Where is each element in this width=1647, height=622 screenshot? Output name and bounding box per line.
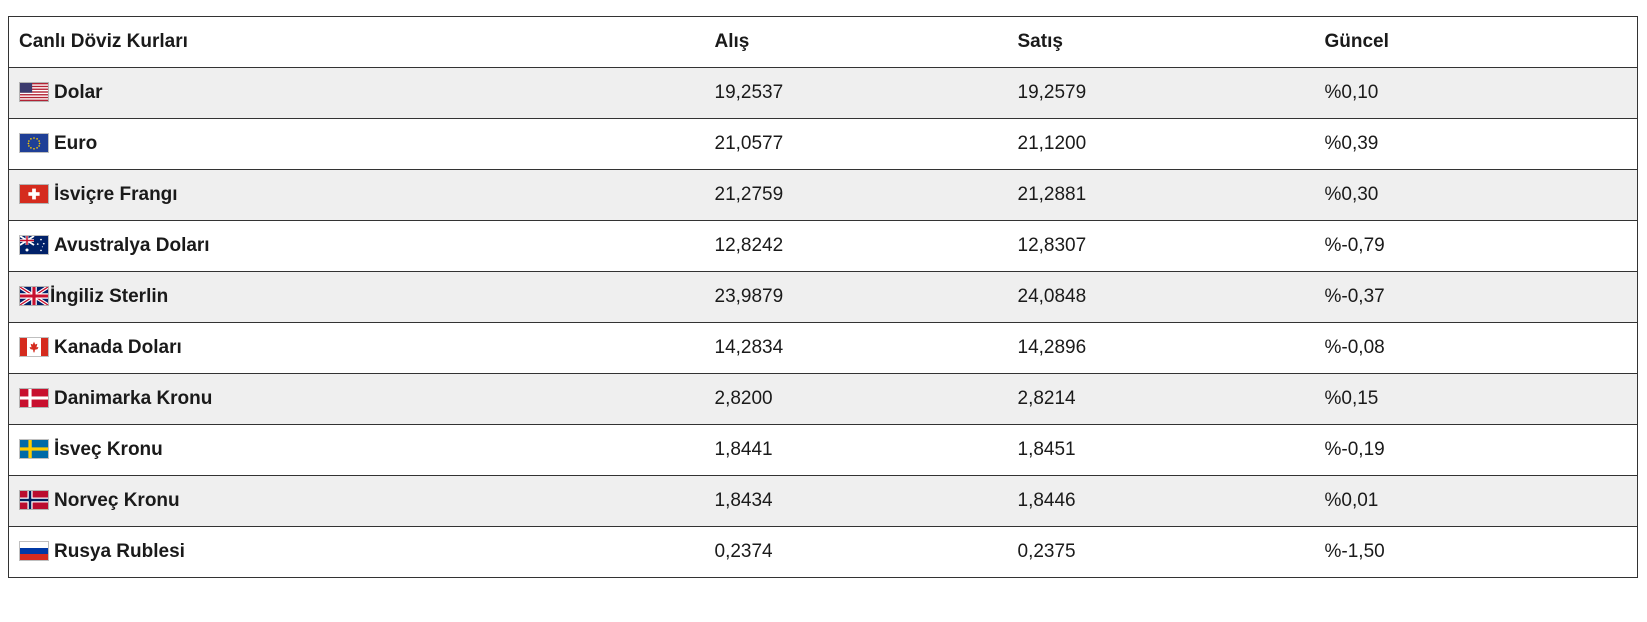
currency-name-cell: Kanada Doları — [8, 322, 705, 374]
table-row: Dolar 19,2537 19,2579 %0,10 — [8, 67, 1638, 119]
currency-name-cell: Norveç Kronu — [8, 475, 705, 527]
change-cell: %0,30 — [1314, 169, 1638, 221]
buy-cell: 0,2374 — [704, 526, 1008, 578]
au-flag-icon — [19, 235, 49, 255]
buy-cell: 21,0577 — [704, 118, 1008, 170]
table-row: Norveç Kronu 1,8434 1,8446 %0,01 — [8, 475, 1638, 527]
table-row: İsveç Kronu 1,8441 1,8451 %-0,19 — [8, 424, 1638, 476]
currency-name: Euro — [54, 133, 98, 154]
header-sell: Satış — [1007, 16, 1315, 68]
sell-cell: 24,0848 — [1007, 271, 1315, 323]
header-change: Güncel — [1314, 16, 1638, 68]
sell-cell: 14,2896 — [1007, 322, 1315, 374]
change-cell: %0,10 — [1314, 67, 1638, 119]
currency-name: Kanada Doları — [54, 337, 182, 358]
table-row: Kanada Doları 14,2834 14,2896 %-0,08 — [8, 322, 1638, 374]
table-row: Rusya Rublesi 0,2374 0,2375 %-1,50 — [8, 526, 1638, 578]
sell-cell: 0,2375 — [1007, 526, 1315, 578]
table-row: Euro 21,0577 21,1200 %0,39 — [8, 118, 1638, 170]
change-cell: %-1,50 — [1314, 526, 1638, 578]
change-cell: %-0,19 — [1314, 424, 1638, 476]
table-row: Avustralya Doları 12,8242 12,8307 %-0,79 — [8, 220, 1638, 272]
currency-name-cell: Danimarka Kronu — [8, 373, 705, 425]
currency-name: Dolar — [54, 82, 103, 103]
currency-name: İsviçre Frangı — [54, 184, 178, 205]
currency-name-cell: Dolar — [8, 67, 705, 119]
sell-cell: 21,2881 — [1007, 169, 1315, 221]
se-flag-icon — [19, 439, 49, 459]
gb-flag-icon — [19, 286, 49, 306]
change-cell: %0,39 — [1314, 118, 1638, 170]
ch-flag-icon — [19, 184, 49, 204]
currency-name: Danimarka Kronu — [54, 388, 213, 409]
currency-name-cell: Rusya Rublesi — [8, 526, 705, 578]
ru-flag-icon — [19, 541, 49, 561]
ca-flag-icon — [19, 337, 49, 357]
dk-flag-icon — [19, 388, 49, 408]
currency-name-cell: Euro — [8, 118, 705, 170]
sell-cell: 12,8307 — [1007, 220, 1315, 272]
exchange-rates-table: Canlı Döviz Kurları Alış Satış Güncel — [8, 16, 1638, 578]
change-cell: %-0,37 — [1314, 271, 1638, 323]
currency-name-cell: İsviçre Frangı — [8, 169, 705, 221]
buy-cell: 19,2537 — [704, 67, 1008, 119]
currency-name: Norveç Kronu — [54, 490, 180, 511]
table-row: İsviçre Frangı 21,2759 21,2881 %0,30 — [8, 169, 1638, 221]
us-flag-icon — [19, 82, 49, 102]
table-row: Danimarka Kronu 2,8200 2,8214 %0,15 — [8, 373, 1638, 425]
buy-cell: 1,8441 — [704, 424, 1008, 476]
buy-cell: 2,8200 — [704, 373, 1008, 425]
buy-cell: 14,2834 — [704, 322, 1008, 374]
sell-cell: 2,8214 — [1007, 373, 1315, 425]
buy-cell: 21,2759 — [704, 169, 1008, 221]
change-cell: %0,01 — [1314, 475, 1638, 527]
table-header-row: Canlı Döviz Kurları Alış Satış Güncel — [8, 16, 1638, 68]
change-cell: %-0,08 — [1314, 322, 1638, 374]
sell-cell: 1,8446 — [1007, 475, 1315, 527]
currency-name: İsveç Kronu — [54, 439, 163, 460]
sell-cell: 19,2579 — [1007, 67, 1315, 119]
buy-cell: 1,8434 — [704, 475, 1008, 527]
header-currency-name: Canlı Döviz Kurları — [8, 16, 705, 68]
currency-name-cell: Avustralya Doları — [8, 220, 705, 272]
sell-cell: 1,8451 — [1007, 424, 1315, 476]
buy-cell: 23,9879 — [704, 271, 1008, 323]
buy-cell: 12,8242 — [704, 220, 1008, 272]
header-buy: Alış — [704, 16, 1008, 68]
currency-name-cell: İngiliz Sterlin — [8, 271, 705, 323]
change-cell: %0,15 — [1314, 373, 1638, 425]
table-row: İngiliz Sterlin 23,9879 24,0848 %-0,37 — [8, 271, 1638, 323]
currency-name: Avustralya Doları — [54, 235, 210, 256]
eu-flag-icon — [19, 133, 49, 153]
currency-name: Rusya Rublesi — [54, 541, 185, 562]
change-cell: %-0,79 — [1314, 220, 1638, 272]
currency-name-cell: İsveç Kronu — [8, 424, 705, 476]
no-flag-icon — [19, 490, 49, 510]
currency-name: İngiliz Sterlin — [50, 286, 169, 307]
sell-cell: 21,1200 — [1007, 118, 1315, 170]
